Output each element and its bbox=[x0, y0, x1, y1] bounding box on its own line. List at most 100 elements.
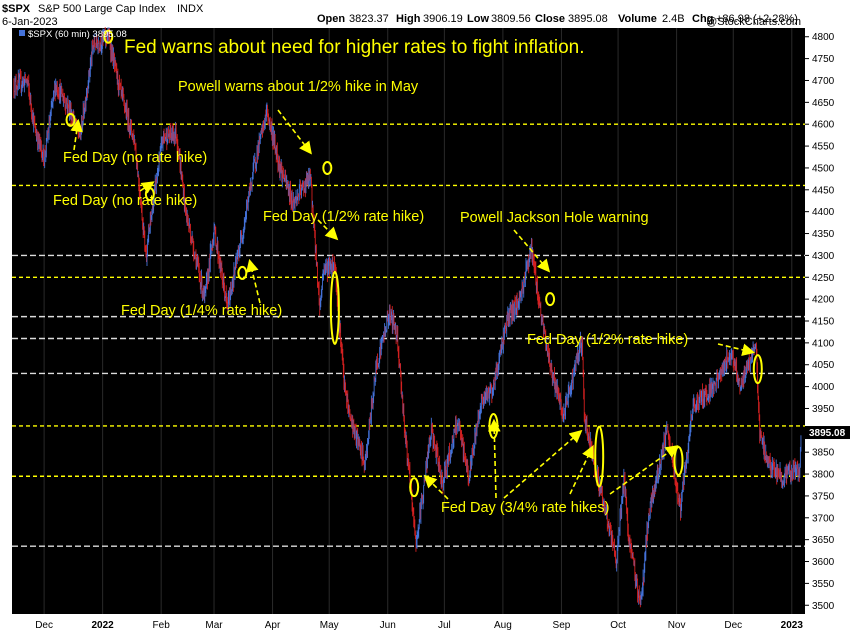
x-tick-label: Dec bbox=[724, 620, 742, 631]
y-tick-label: 3500 bbox=[812, 601, 835, 612]
y-tick-label: 4700 bbox=[812, 76, 835, 87]
fed-day-ellipse bbox=[103, 29, 114, 44]
x-axis: Dec 2022 Feb Mar Apr May Jun Jul Aug Sep Oct Nov Dec… bbox=[35, 620, 803, 631]
close-value: 3895.08 bbox=[568, 13, 608, 25]
ohlc-readout: Open 3823.37 High 3906.19 Low 3809.56 Cl… bbox=[317, 13, 798, 25]
fed-day-ellipse bbox=[752, 354, 763, 385]
annotation-arrow bbox=[717, 343, 756, 357]
volume-value: 2.4B bbox=[662, 13, 685, 25]
annotation-fed-day-dec: Fed Day (1/2% rate hike) bbox=[527, 332, 688, 348]
fed-day-ellipse bbox=[545, 292, 556, 307]
x-tick-label: May bbox=[320, 620, 339, 631]
y-tick-label: 4450 bbox=[812, 185, 835, 196]
symbol-label: $SPX bbox=[2, 3, 31, 15]
y-tick-label: 4650 bbox=[812, 98, 835, 109]
date-label: 6-Jan-2023 bbox=[2, 16, 58, 28]
y-axis: 3500355036003650370037503800385039003950… bbox=[805, 32, 835, 612]
y-tick-label: 3650 bbox=[812, 535, 835, 546]
high-label: High bbox=[396, 13, 421, 25]
y-tick-label: 4100 bbox=[812, 338, 835, 349]
exchange-label: INDX bbox=[177, 3, 204, 15]
annotation-arrow bbox=[317, 219, 339, 241]
x-axis-background bbox=[0, 614, 850, 633]
y-tick-label: 3550 bbox=[812, 579, 835, 590]
annotation-fed-day-2: Fed Day (no rate hike) bbox=[53, 193, 197, 209]
x-tick-label: 2022 bbox=[92, 620, 115, 631]
y-tick-label: 4150 bbox=[812, 317, 835, 328]
annotation-arrow bbox=[70, 118, 83, 151]
annotation-arrow bbox=[423, 474, 449, 500]
fed-day-ellipse bbox=[409, 477, 420, 498]
high-value: 3906.19 bbox=[423, 13, 463, 25]
y-axis-background bbox=[805, 28, 850, 614]
x-tick-label: Apr bbox=[265, 620, 281, 631]
x-tick-label: Oct bbox=[610, 620, 626, 631]
open-label: Open bbox=[317, 13, 345, 25]
fed-day-ellipse bbox=[322, 160, 333, 175]
y-tick-label: 3700 bbox=[812, 513, 835, 524]
x-tick-label: Feb bbox=[153, 620, 171, 631]
legend-swatch bbox=[19, 30, 25, 36]
last-price-tag: 3895.08 bbox=[805, 426, 850, 440]
annotation-arrow bbox=[609, 445, 679, 495]
y-tick-label: 4400 bbox=[812, 207, 835, 218]
header-background bbox=[0, 0, 850, 28]
annotation-arrow bbox=[139, 181, 155, 194]
y-tick-label: 4250 bbox=[812, 273, 835, 284]
x-tick-label: 2023 bbox=[781, 620, 804, 631]
y-tick-label: 3600 bbox=[812, 557, 835, 568]
legend-text: $SPX (60 min) 3895.08 bbox=[28, 29, 127, 40]
chg-label: Chg bbox=[692, 13, 713, 25]
annotation-fed-day-may: Fed Day (1/2% rate hike) bbox=[263, 209, 424, 225]
y-tick-label: 4800 bbox=[812, 32, 835, 43]
y-tick-label: 3800 bbox=[812, 470, 835, 481]
volume-label: Volume bbox=[618, 13, 657, 25]
legend: $SPX (60 min) 3895.08 bbox=[19, 29, 127, 40]
y-tick-label: 4500 bbox=[812, 163, 835, 174]
annotations: Fed warns about need for higher rates to… bbox=[53, 37, 688, 516]
y-tick-label: 4600 bbox=[812, 120, 835, 131]
y-tick-label: 3950 bbox=[812, 404, 835, 415]
annotation-fed-day-1: Fed Day (no rate hike) bbox=[63, 150, 207, 166]
annotation-fed-day-march: Fed Day (1/4% rate hike) bbox=[121, 303, 282, 319]
horizontal-levels bbox=[12, 123, 805, 547]
close-label: Close bbox=[535, 13, 565, 25]
watermark: @StockCharts.com bbox=[706, 16, 801, 28]
annotation-arrow bbox=[513, 229, 551, 273]
annotation-arrows bbox=[70, 109, 756, 500]
annotation-arrow bbox=[277, 109, 312, 155]
annotation-arrow bbox=[569, 445, 594, 495]
y-tick-label: 3750 bbox=[812, 491, 835, 502]
annotation-jackson-hole: Powell Jackson Hole warning bbox=[460, 210, 649, 226]
annotation-arrow bbox=[246, 258, 261, 304]
last-price-text: 3895.08 bbox=[809, 428, 846, 439]
x-tick-label: Sep bbox=[553, 620, 571, 631]
instrument-name: S&P 500 Large Cap Index bbox=[38, 3, 166, 15]
x-tick-label: Mar bbox=[205, 620, 223, 631]
y-tick-label: 3850 bbox=[812, 448, 835, 459]
last-price-box bbox=[805, 426, 850, 440]
low-value: 3809.56 bbox=[491, 13, 531, 25]
y-tick-label: 4000 bbox=[812, 382, 835, 393]
low-label: Low bbox=[467, 13, 489, 25]
y-tick-label: 4200 bbox=[812, 295, 835, 306]
chg-value: +86.98 (+2.28%) bbox=[716, 13, 798, 25]
fed-day-ellipse bbox=[329, 270, 340, 345]
annotation-arrow bbox=[487, 418, 501, 499]
annotation-powell-may: Powell warns about 1/2% hike in May bbox=[178, 79, 419, 95]
y-tick-label: 4750 bbox=[812, 54, 835, 65]
y-tick-label: 4550 bbox=[812, 142, 835, 153]
y-tick-label: 4300 bbox=[812, 251, 835, 262]
annotation-fed-day-three-quarters: Fed Day (3/4% rate hikes) bbox=[441, 500, 609, 516]
fed-day-ellipse bbox=[594, 425, 605, 488]
fed-day-ellipse bbox=[237, 265, 248, 280]
annotation-fed-warns: Fed warns about need for higher rates to… bbox=[124, 37, 585, 58]
x-tick-label: Nov bbox=[668, 620, 686, 631]
y-tick-label: 4350 bbox=[812, 229, 835, 240]
x-tick-label: Dec bbox=[35, 620, 53, 631]
y-tick-label: 4050 bbox=[812, 360, 835, 371]
annotation-arrow bbox=[503, 429, 583, 499]
open-value: 3823.37 bbox=[349, 13, 389, 25]
